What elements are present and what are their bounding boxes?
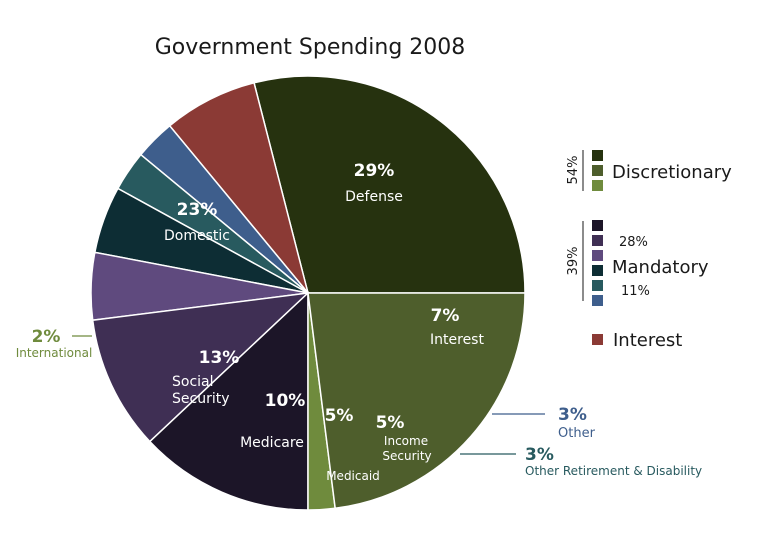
legend-swatch-medicare [592,235,603,246]
slice-label-social: Social [172,374,214,390]
pie-slice-defense [253,75,526,294]
chart-title: Government Spending 2008 [155,35,466,60]
pie-slices [90,75,526,511]
slice-pct-domestic: 23% [177,200,218,220]
slice-label-income-security-2: Security [382,449,431,463]
slice-label-other-retirement: Other Retirement & Disability [525,464,702,478]
slice-label-medicaid: Medicaid [326,469,380,483]
legend-total-mandatory: 39% [566,247,581,276]
slice-label-medicare: Medicare [240,435,304,451]
legend-label-mandatory: Mandatory [612,257,709,278]
legend: 54% Discretionary 39% 28% Mandatory 11% … [566,150,732,351]
slice-pct-interest: 7% [431,306,460,326]
legend-total-discretionary: 54% [566,156,581,185]
legend-sub-top-mandatory: 28% [619,235,648,250]
legend-swatch-domestic [592,165,603,176]
legend-swatch-other-retirement [592,280,603,291]
slice-pct-medicaid: 5% [325,406,354,426]
slice-label-security: Security [172,391,230,407]
slice-pct-other-retirement: 3% [525,445,554,465]
legend-swatch-social-security [592,220,603,231]
pie-slice-domestic [307,292,526,510]
slice-pct-other: 3% [558,405,587,425]
legend-swatch-international [592,180,603,191]
pie-slice-medicare [91,291,311,443]
legend-label-interest: Interest [613,330,682,351]
legend-label-discretionary: Discretionary [612,162,732,183]
pie-slice-social-security [148,291,309,511]
slice-pct-medicare: 10% [265,391,306,411]
slice-label-domestic: Domestic [164,228,230,244]
slice-pct-defense: 29% [354,161,395,181]
slice-label-defense: Defense [345,189,403,205]
slice-label-interest: Interest [430,332,484,348]
slice-pct-income-security: 5% [376,413,405,433]
slice-label-income: Income [384,434,428,448]
slice-pct-international: 2% [32,327,61,347]
legend-swatch-medicaid [592,250,603,261]
legend-sub-bottom-mandatory: 11% [621,284,650,299]
legend-swatch-income-security [592,265,603,276]
slice-label-international: International [16,346,93,360]
slice-label-other: Other [558,426,596,441]
slice-pct-social-security: 13% [199,348,240,368]
legend-swatch-other [592,295,603,306]
legend-swatch-defense [592,150,603,161]
legend-swatch-interest [592,334,603,345]
